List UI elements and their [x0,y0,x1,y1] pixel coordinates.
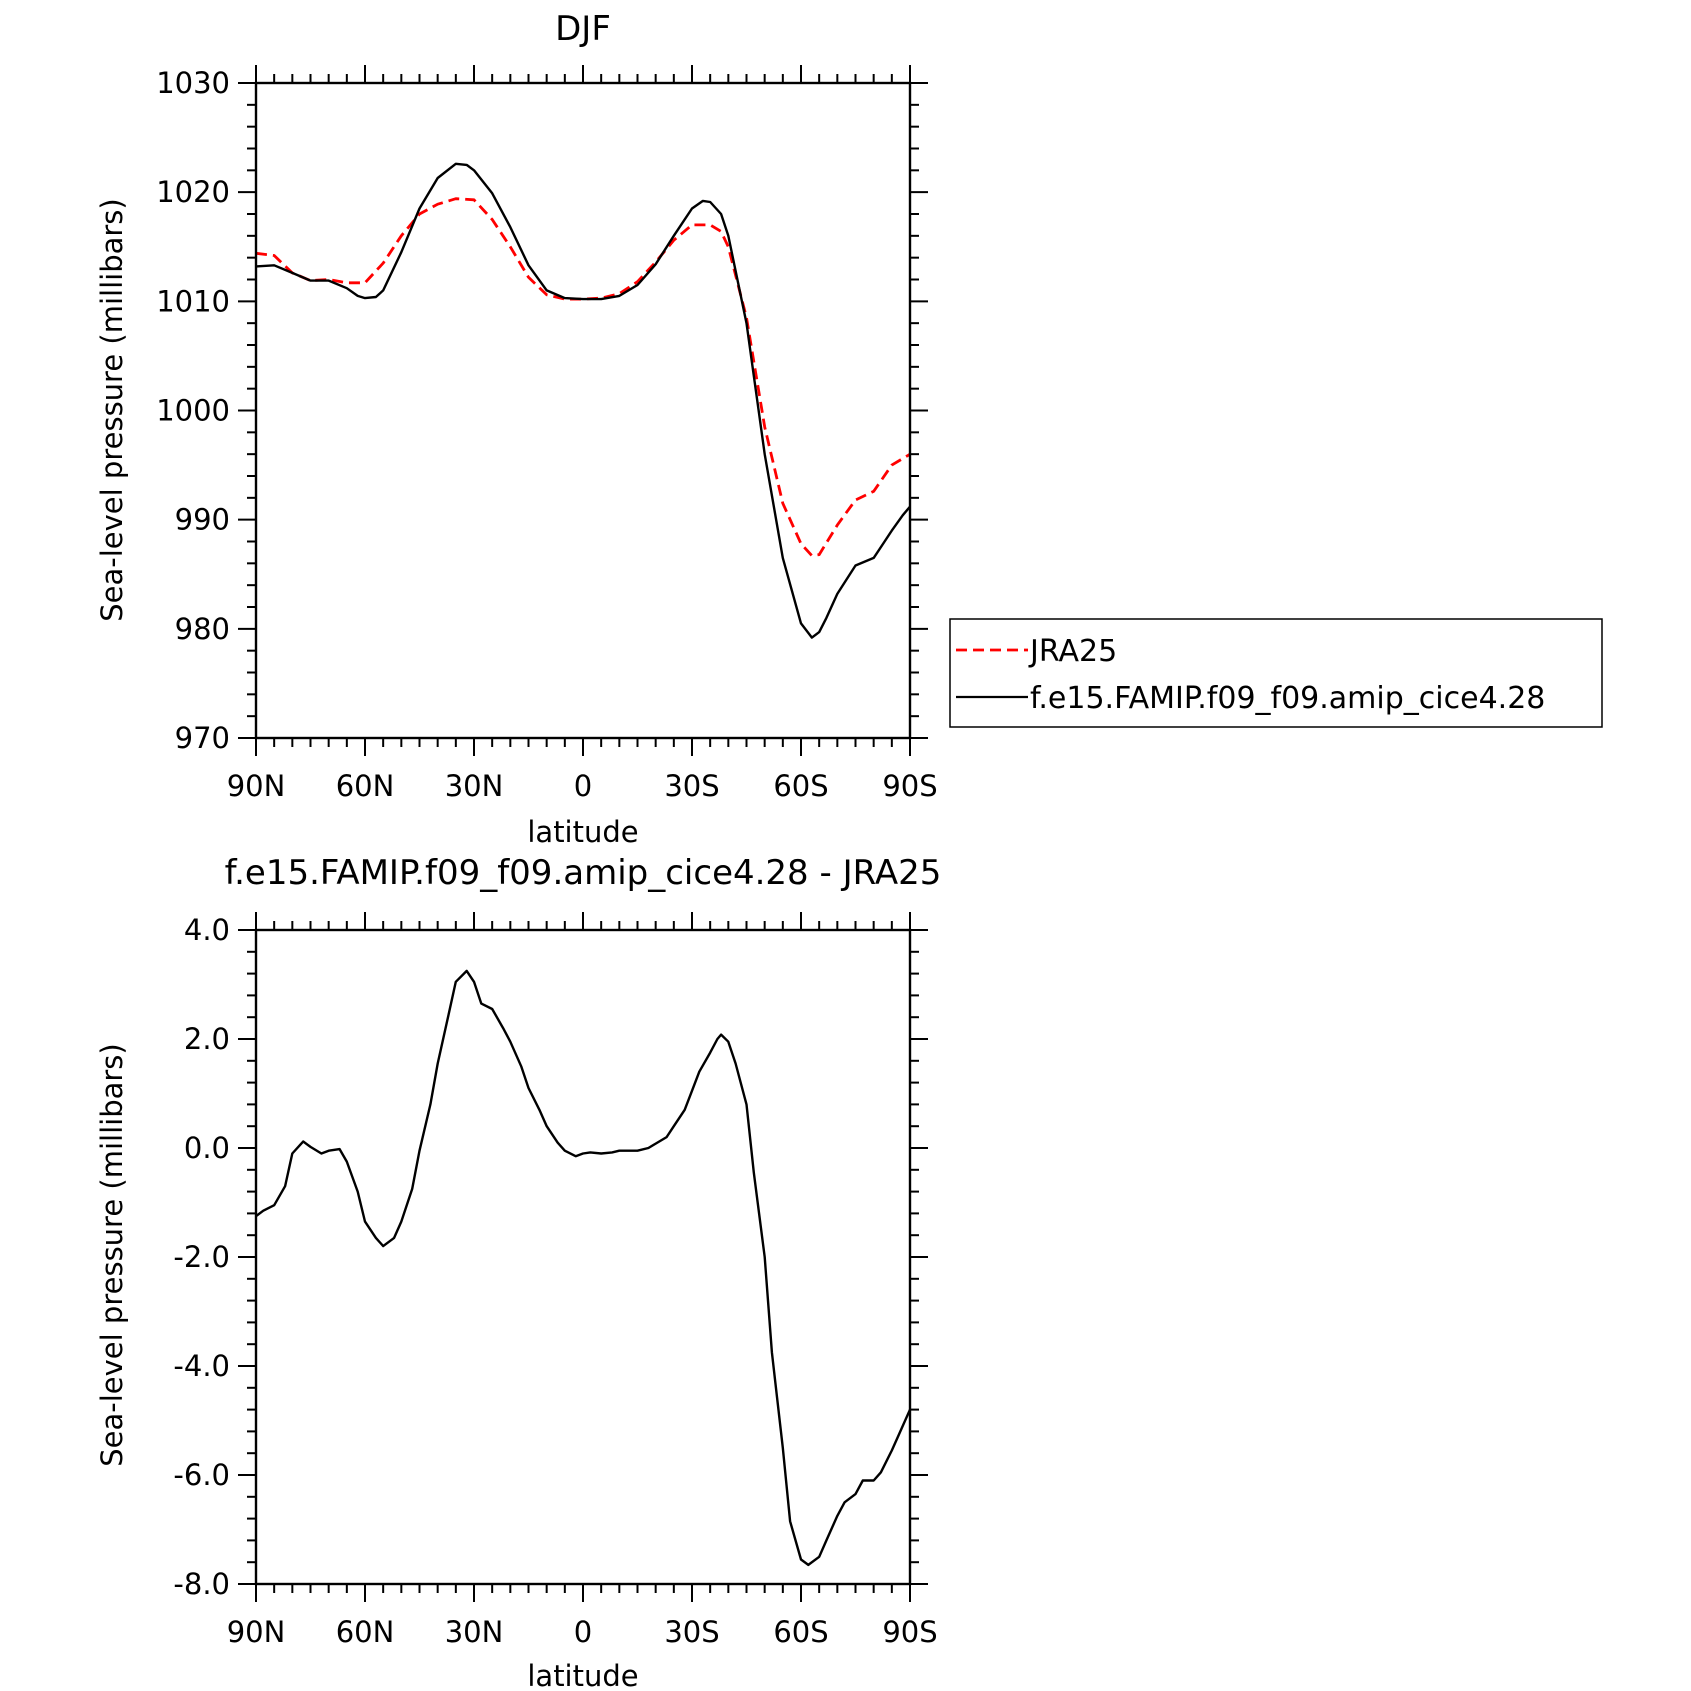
bottom-y-tick-label: -2.0 [173,1240,230,1274]
legend-box [949,618,1603,728]
bottom-panel-title: f.e15.FAMIP.f09_f09.amip_cice4.28 - JRA2… [225,853,942,893]
bottom-x-tick-label: 60N [336,1615,395,1649]
bottom-x-tick-label: 30S [664,1615,719,1649]
bottom-y-tick-label: -8.0 [173,1567,230,1601]
top-x-tick-label: 90S [882,769,937,803]
bottom-x-tick-label: 0 [574,1615,592,1649]
bottom-x-tick-label: 90S [882,1615,937,1649]
bottom-y-tick-label: 0.0 [184,1131,230,1165]
top-legend: JRA25 f.e15.FAMIP.f09_f09.amip_cice4.28 [949,618,1603,728]
legend-label-jra25: JRA25 [1028,634,1117,669]
top-panel: DJF 970 980 990 1000 1010 1020 1030 90N 60N 30N 0 3… [95,9,1603,849]
top-x-axis-title: latitude [527,815,638,849]
top-y-tick-label: 1000 [156,394,230,428]
bottom-y-tick-label: 4.0 [184,913,230,947]
top-y-tick-label: 1020 [156,175,230,209]
bottom-x-tick-label: 30N [445,1615,504,1649]
top-y-tick-label: 990 [175,503,230,537]
top-y-tick-label: 1030 [156,66,230,100]
bottom-panel: f.e15.FAMIP.f09_f09.amip_cice4.28 - JRA2… [95,853,941,1691]
top-plot-frame [254,81,912,740]
top-x-tick-label: 60N [336,769,395,803]
bottom-x-tick-label: 90N [227,1615,286,1649]
bottom-y-tick-label: -4.0 [173,1349,230,1383]
bottom-y-axis-title: Sea-level pressure (millibars) [95,1043,129,1466]
bottom-x-axis-title: latitude [527,1659,638,1691]
bottom-series-difference-line [256,969,910,1567]
top-y-tick-label: 980 [175,612,230,646]
top-x-tick-label: 30S [664,769,719,803]
top-series-jra25-line [256,197,910,558]
bottom-y-tick-label: -6.0 [173,1458,230,1492]
top-x-tick-label: 0 [574,769,592,803]
top-y-tick-label: 970 [175,721,230,755]
bottom-x-tick-label: 60S [773,1615,828,1649]
top-panel-title: DJF [555,9,611,49]
top-plot-area: 970 980 990 1000 1010 1020 1030 90N 60N 30N 0 30S 60… [156,65,938,803]
top-x-tick-label: 90N [227,769,286,803]
top-x-tick-label: 60S [773,769,828,803]
bottom-plot-frame [254,928,912,1586]
top-x-tick-label: 30N [445,769,504,803]
bottom-y-tick-label: 2.0 [184,1022,230,1056]
bottom-plot-area: -8.0 -6.0 -4.0 -2.0 0.0 2.0 4.0 90N 60N 30N 0 30S 60… [173,912,938,1649]
top-y-axis-title: Sea-level pressure (millibars) [95,198,129,621]
legend-label-model: f.e15.FAMIP.f09_f09.amip_cice4.28 [1030,681,1545,716]
top-series-model-line [256,162,910,639]
top-y-tick-label: 1010 [156,284,230,318]
